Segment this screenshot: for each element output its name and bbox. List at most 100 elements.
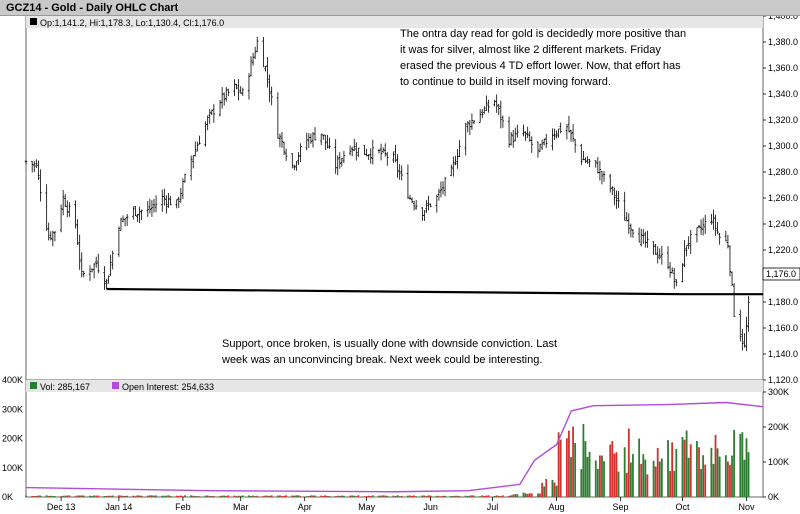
volume-bar	[487, 495, 490, 497]
volume-bar	[512, 494, 515, 497]
volume-bar	[557, 432, 560, 497]
volume-bar	[105, 496, 108, 497]
volume-bar	[250, 496, 252, 497]
volume-bar	[646, 474, 649, 497]
volume-bar	[76, 495, 79, 497]
volume-bar	[248, 495, 250, 497]
volume-bar	[47, 495, 50, 497]
volume-bar	[745, 438, 748, 497]
volume-bar	[667, 440, 669, 497]
price-legend-band	[26, 16, 763, 28]
oi-y-tick-label: 0K	[768, 492, 779, 502]
volume-bar	[727, 461, 729, 497]
volume-bar	[454, 495, 457, 497]
price-y-tick-label: 1,400.0	[768, 16, 798, 21]
volume-bar	[471, 495, 473, 497]
volume-bar	[93, 495, 96, 497]
volume-bar	[588, 451, 591, 497]
x-tick-label: Nov	[738, 502, 755, 512]
volume-bar	[572, 426, 574, 497]
volume-bar	[568, 430, 570, 497]
oi-legend-swatch	[112, 382, 119, 389]
volume-bar	[349, 495, 352, 497]
volume-bar	[305, 496, 308, 497]
volume-bar	[35, 496, 38, 497]
volume-bar	[97, 495, 100, 497]
price-y-tick-label: 1,340.0	[768, 89, 798, 99]
price-y-tick-label: 1,120.0	[768, 375, 798, 385]
volume-bar	[514, 494, 517, 497]
volume-bar	[140, 495, 143, 497]
chart-canvas: Op:1,141.2, Hi:1,178.3, Lo:1,130.4, Cl:1…	[2, 16, 800, 512]
price-y-tick-label: 1,360.0	[768, 63, 798, 73]
volume-bar	[194, 495, 197, 497]
volume-bar	[400, 495, 403, 497]
volume-bar	[25, 495, 27, 497]
volume-bar	[409, 495, 411, 497]
volume-bar	[669, 471, 672, 497]
volume-bar	[122, 495, 124, 497]
volume-bar	[326, 495, 329, 497]
volume-bar	[37, 495, 40, 497]
volume-bar	[594, 460, 597, 497]
volume-bar	[652, 460, 655, 497]
x-tick-label: Jun	[423, 502, 438, 512]
volume-bar	[237, 495, 240, 497]
volume-bar	[611, 441, 614, 497]
volume-bar	[584, 441, 587, 497]
volume-bar	[543, 486, 546, 497]
volume-bar	[68, 495, 71, 497]
volume-bar	[435, 495, 438, 497]
volume-bar	[623, 447, 626, 497]
volume-bar	[204, 495, 207, 497]
volume-bar	[78, 495, 81, 497]
vol-legend-label: Vol: 285,167	[40, 382, 90, 392]
price-y-tick-label: 1,300.0	[768, 141, 798, 151]
volume-bar	[596, 468, 599, 497]
volume-bar	[291, 495, 294, 497]
volume-bar	[615, 452, 618, 497]
last-price-tag: 1,176.0	[762, 267, 800, 281]
volume-bar	[161, 495, 164, 497]
volume-bar	[733, 429, 735, 497]
volume-bar	[386, 495, 389, 497]
volume-bar	[528, 493, 531, 497]
volume-bar	[80, 495, 83, 497]
volume-bar	[378, 495, 380, 497]
volume-bar	[91, 495, 93, 497]
volume-bar	[45, 495, 48, 497]
volume-bars	[25, 423, 750, 497]
oi-y-tick-label: 300K	[768, 387, 789, 397]
volume-bar	[111, 495, 114, 497]
volume-bar	[206, 495, 209, 497]
volume-bar	[120, 495, 122, 497]
volume-bar	[675, 449, 678, 497]
x-tick-label: May	[358, 502, 376, 512]
volume-bar	[155, 495, 157, 497]
x-tick-label: Sep	[613, 502, 629, 512]
volume-bar	[281, 496, 283, 497]
volume-bar	[392, 495, 395, 497]
volume-bar	[54, 496, 56, 497]
volume-bar	[625, 472, 628, 497]
volume-bar	[508, 495, 510, 497]
volume-bar	[355, 496, 358, 497]
support-line	[106, 287, 763, 296]
volume-bar	[710, 447, 713, 497]
volume-bar	[190, 495, 193, 497]
volume-bar	[510, 495, 513, 497]
volume-bar	[340, 495, 343, 497]
x-tick-label: Jul	[487, 502, 499, 512]
volume-bar	[343, 495, 345, 497]
volume-bar	[660, 458, 663, 497]
volume-bar	[299, 496, 302, 497]
volume-bar	[293, 495, 296, 497]
volume-y-tick-label: 200K	[2, 434, 23, 444]
annotation-bottom: Support, once broken, is usually done wi…	[221, 338, 557, 366]
volume-bar	[714, 435, 717, 497]
volume-bar	[165, 495, 168, 497]
volume-bar	[31, 495, 34, 497]
volume-bar	[146, 495, 149, 497]
volume-bar	[334, 496, 337, 497]
